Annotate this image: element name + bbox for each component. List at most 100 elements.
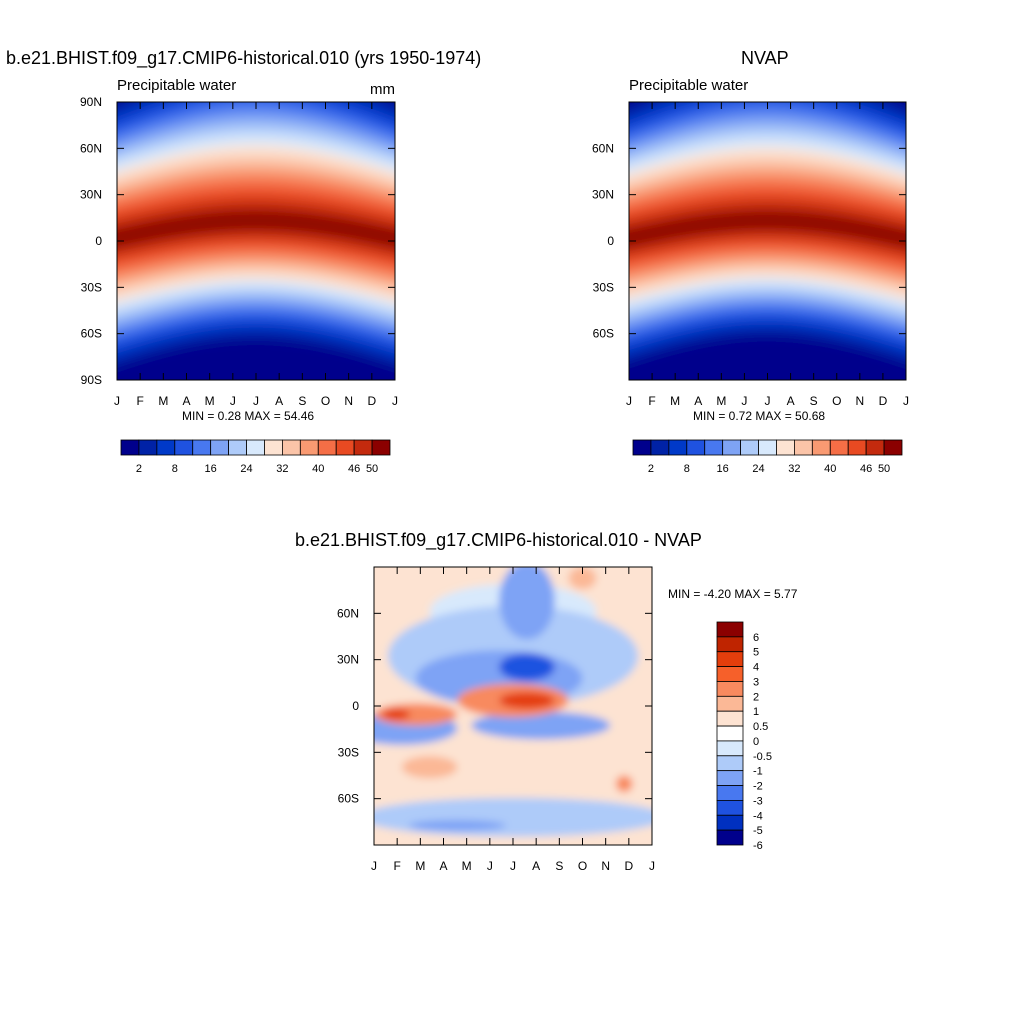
plot1-units: mm [370, 81, 395, 98]
plot1-xtick-label: F [136, 394, 143, 408]
colorbar2-swatch [865, 439, 885, 456]
plot2-ytick-label: 0 [607, 234, 614, 248]
colorbar2-swatch [883, 439, 903, 456]
plot3-xtick-label: F [393, 859, 400, 873]
colorbar1-swatch [174, 439, 194, 456]
colorbar1-swatch [210, 439, 230, 456]
plot1-ytick-label: 30N [80, 188, 102, 202]
plot2-ytick-label: 30N [592, 188, 614, 202]
plot2-ytick-label: 60S [593, 327, 614, 341]
colorbar2-swatch [704, 439, 724, 456]
plot1-xtick-label: D [367, 394, 376, 408]
colorbar3-swatch [716, 755, 744, 772]
colorbar3-label: 0 [753, 736, 759, 748]
plot3-xtick-label: M [415, 859, 425, 873]
colorbar2-swatch [758, 439, 777, 456]
plot1-xtick-label: M [158, 394, 168, 408]
plot2-xtick-label: J [626, 394, 632, 408]
plot3-xtick-label: J [487, 859, 493, 873]
colorbar3-swatch [716, 770, 744, 786]
plot1-xtick-label: J [114, 394, 120, 408]
plot1-stats: MIN = 0.28 MAX = 54.46 [182, 409, 315, 423]
plot1-xtick-label: N [344, 394, 353, 408]
colorbar3-label: 5 [753, 647, 759, 659]
plot2-xtick-label: N [855, 394, 864, 408]
colorbar3-swatch [716, 725, 744, 742]
colorbar3-label: 0.5 [753, 721, 768, 733]
colorbar3-label: 3 [753, 676, 759, 688]
colorbar1-label: 50 [366, 463, 378, 475]
colorbar3-swatch [716, 710, 744, 727]
colorbar3-swatch [716, 814, 744, 831]
plot1-xtick-label: J [253, 394, 259, 408]
colorbar2-swatch [811, 439, 831, 456]
plot3-xtick-label: J [649, 859, 655, 873]
plot3-xtick-label: A [532, 859, 540, 873]
colorbar1-swatch [353, 439, 373, 456]
colorbar3-swatch [716, 785, 744, 801]
colorbar2-swatch [668, 439, 688, 456]
colorbar1-swatch [138, 439, 158, 456]
colorbar3-label: 6 [753, 632, 759, 644]
colorbar3-label: -5 [753, 825, 763, 837]
colorbar1-label: 2 [136, 463, 142, 475]
plot3-xtick-label: D [624, 859, 633, 873]
plot3-xtick-label: M [462, 859, 472, 873]
plot2-xtick-label: O [832, 394, 841, 408]
colorbar3-swatch [716, 636, 744, 653]
colorbar1-label: 8 [172, 463, 178, 475]
colorbar3-swatch [716, 681, 744, 697]
plot2-xtick-label: S [810, 394, 818, 408]
plot1-ytick-label: 90S [81, 373, 102, 387]
plot3-xtick-label: S [555, 859, 563, 873]
plot2-xtick-label: J [903, 394, 909, 408]
plot2-title: NVAP [741, 48, 789, 68]
colorbar3-label: 1 [753, 706, 759, 718]
colorbar3-label: -3 [753, 795, 763, 807]
plot3-ytick-label: 60S [338, 792, 359, 806]
colorbars-layer: 2 8 16 24 32 40 46 50 2 8 16 24 32 40 46 506543210.50-0… [120, 439, 903, 852]
plot1-subtitle: Precipitable water [117, 77, 237, 94]
plot3-field [374, 567, 652, 845]
plot3-title: b.e21.BHIST.f09_g17.CMIP6-historical.010… [295, 530, 702, 550]
colorbar3-swatch [716, 740, 744, 757]
plot2-ytick-label: 30S [593, 280, 614, 294]
plot1-xtick-label: M [205, 394, 215, 408]
plot1-ytick-label: 60N [80, 141, 102, 155]
colorbar2-label: 46 [860, 463, 872, 475]
colorbar2-swatch [847, 439, 867, 456]
plot2-ytick-label: 60N [592, 141, 614, 155]
colorbar1-label: 32 [276, 463, 288, 475]
plot3-ytick-label: 30S [338, 745, 359, 759]
colorbar2-swatch [632, 439, 652, 456]
colorbar3-label: -6 [753, 840, 763, 852]
colorbar2-swatch [794, 439, 813, 456]
colorbar3-swatch [716, 829, 744, 846]
plot1-xtick-label: A [275, 394, 283, 408]
colorbar2-label: 16 [717, 463, 729, 475]
plot2-xtick-label: D [879, 394, 888, 408]
colorbar1-label: 16 [205, 463, 217, 475]
colorbar3-label: -0.5 [753, 751, 772, 763]
colorbar2-label: 40 [824, 463, 836, 475]
plot3-ytick-label: 0 [352, 699, 359, 713]
plot1-ytick-label: 30S [81, 280, 102, 294]
plot3-xtick-label: O [578, 859, 587, 873]
colorbar3-label: -1 [753, 766, 763, 778]
plot2-xtick-label: J [741, 394, 747, 408]
plot1-ytick-label: 60S [81, 327, 102, 341]
plot2-xtick-label: F [648, 394, 655, 408]
plot2-xtick-label: M [670, 394, 680, 408]
plot2-xtick-label: M [716, 394, 726, 408]
plot2-xtick-label: J [765, 394, 771, 408]
plot3-xtick-label: J [510, 859, 516, 873]
colorbar2-swatch [686, 439, 706, 456]
colorbar1-swatch [299, 439, 319, 456]
colorbar1-swatch [156, 439, 176, 456]
plot1-ytick-label: 90N [80, 95, 102, 109]
colorbar3-label: 2 [753, 691, 759, 703]
colorbar2-label: 2 [648, 463, 654, 475]
plot3-ytick-label: 30N [337, 653, 359, 667]
colorbar2-swatch [776, 439, 795, 456]
